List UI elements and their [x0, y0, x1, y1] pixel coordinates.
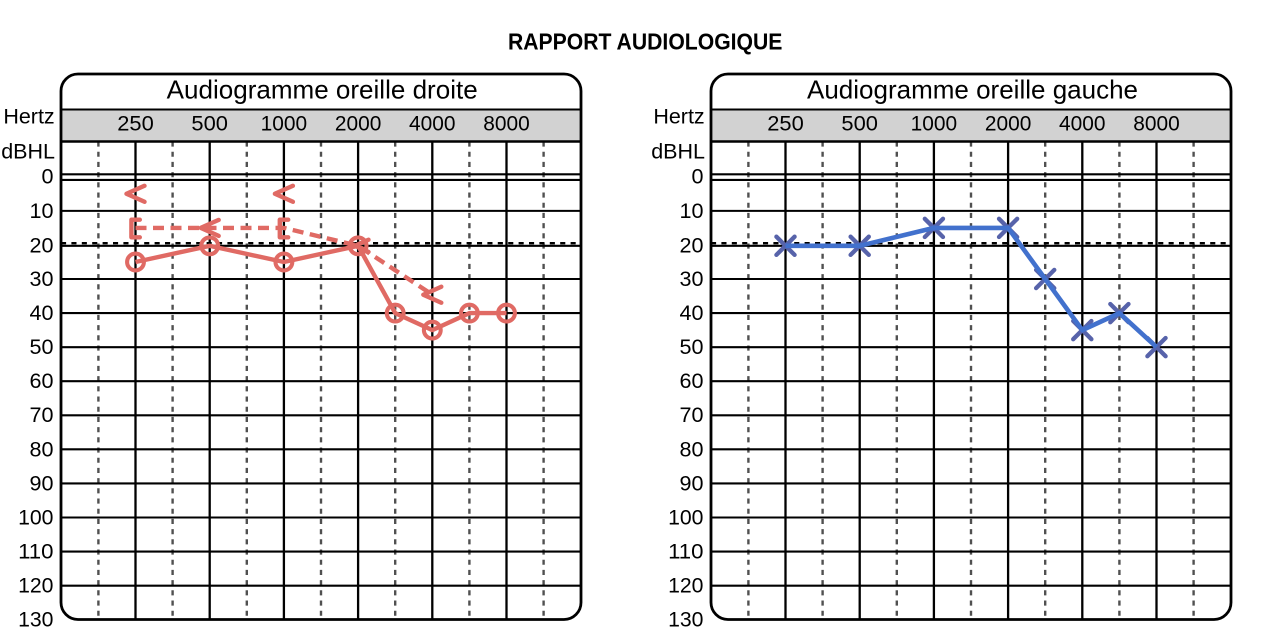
- svg-text:RAPPORT AUDIOLOGIQUE: RAPPORT AUDIOLOGIQUE: [508, 28, 783, 54]
- svg-text:60: 60: [30, 369, 54, 393]
- svg-text:120: 120: [18, 574, 54, 598]
- svg-text:90: 90: [680, 471, 704, 495]
- svg-text:110: 110: [668, 540, 704, 564]
- svg-text:dBHL: dBHL: [1, 140, 55, 164]
- svg-text:Hertz: Hertz: [653, 104, 704, 128]
- svg-text:Audiogramme oreille gauche: Audiogramme oreille gauche: [807, 74, 1138, 104]
- svg-text:30: 30: [680, 267, 704, 291]
- svg-text:20: 20: [680, 234, 704, 258]
- svg-text:110: 110: [18, 540, 54, 564]
- svg-text:100: 100: [18, 505, 54, 529]
- svg-text:30: 30: [30, 267, 54, 291]
- svg-text:70: 70: [30, 403, 54, 427]
- svg-text:40: 40: [680, 301, 704, 325]
- svg-text:1000: 1000: [911, 111, 958, 135]
- svg-text:1000: 1000: [261, 111, 308, 135]
- svg-text:Audiogramme oreille droite: Audiogramme oreille droite: [167, 74, 478, 104]
- svg-text:8000: 8000: [483, 111, 530, 135]
- svg-text:130: 130: [18, 608, 54, 632]
- svg-text:10: 10: [680, 199, 704, 223]
- svg-text:100: 100: [668, 505, 704, 529]
- svg-text:40: 40: [30, 301, 54, 325]
- svg-text:dBHL: dBHL: [651, 140, 705, 164]
- svg-text:80: 80: [680, 437, 704, 461]
- svg-text:130: 130: [668, 608, 704, 632]
- svg-text:20: 20: [30, 234, 54, 258]
- svg-text:90: 90: [30, 471, 54, 495]
- svg-text:500: 500: [191, 111, 228, 135]
- svg-text:120: 120: [668, 574, 704, 598]
- svg-text:50: 50: [680, 335, 704, 359]
- svg-text:80: 80: [30, 437, 54, 461]
- svg-text:500: 500: [841, 111, 878, 135]
- svg-text:4000: 4000: [1059, 111, 1106, 135]
- svg-text:250: 250: [767, 111, 804, 135]
- svg-text:70: 70: [680, 403, 704, 427]
- svg-text:Hertz: Hertz: [3, 104, 54, 128]
- svg-text:0: 0: [42, 165, 54, 189]
- svg-text:0: 0: [692, 165, 704, 189]
- svg-text:60: 60: [680, 369, 704, 393]
- svg-text:4000: 4000: [409, 111, 456, 135]
- svg-text:250: 250: [117, 111, 154, 135]
- svg-text:10: 10: [30, 199, 54, 223]
- svg-text:2000: 2000: [335, 111, 382, 135]
- svg-text:8000: 8000: [1133, 111, 1180, 135]
- svg-text:2000: 2000: [985, 111, 1032, 135]
- svg-text:50: 50: [30, 335, 54, 359]
